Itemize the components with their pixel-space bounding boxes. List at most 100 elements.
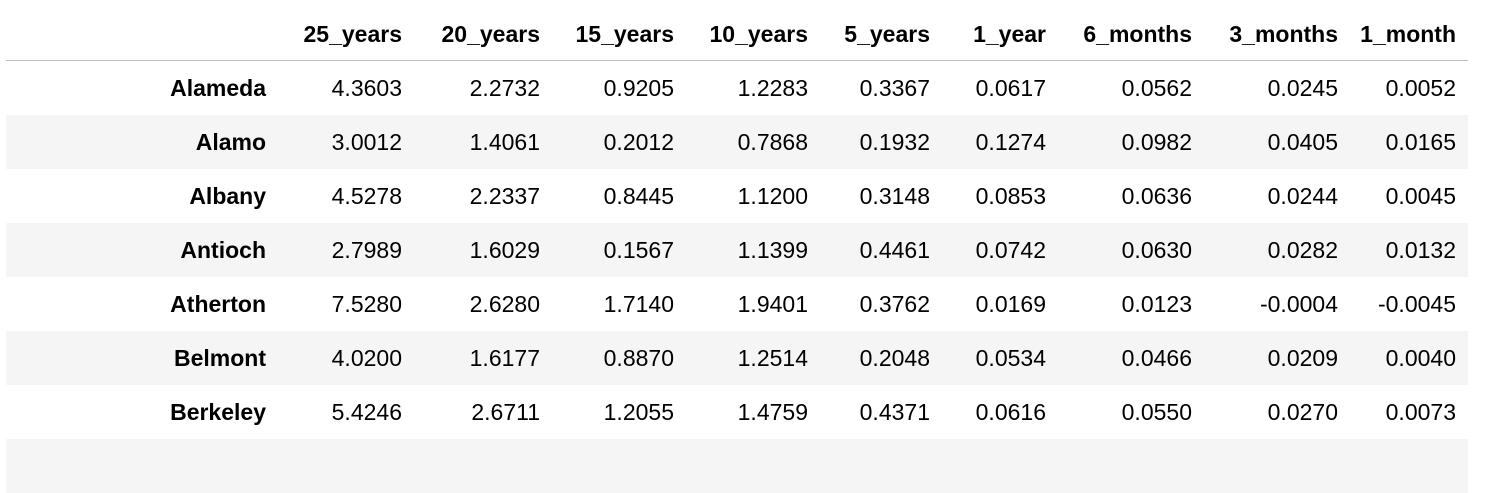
table-cell: 7.5280 [266,277,402,331]
table-cell: 0.7868 [674,115,808,169]
table-cell: 0.1567 [540,223,674,277]
column-header: 10_years [674,8,808,61]
dataframe-table: 25_years 20_years 15_years 10_years 5_ye… [6,8,1468,493]
table-cell: 0.0534 [930,331,1046,385]
row-label: Belmont [6,331,266,385]
table-cell: 4.5278 [266,169,402,223]
table-cell-empty [930,439,1046,493]
table-cell: 5.4246 [266,385,402,439]
table-body: Alameda 4.3603 2.2732 0.9205 1.2283 0.33… [6,61,1468,493]
table-row: Alamo 3.0012 1.4061 0.2012 0.7868 0.1932… [6,115,1468,169]
table-cell: 0.4371 [808,385,930,439]
table-cell: -0.0004 [1192,277,1338,331]
table-cell: 1.6177 [402,331,540,385]
table-cell: 0.0405 [1192,115,1338,169]
table-cell: 0.9205 [540,61,674,116]
table-cell: 1.4759 [674,385,808,439]
table-cell: 0.0550 [1046,385,1192,439]
table-cell: 0.4461 [808,223,930,277]
table-cell: 1.6029 [402,223,540,277]
table-cell: 0.3762 [808,277,930,331]
table-cell: 1.4061 [402,115,540,169]
table-cell: 0.0045 [1338,169,1468,223]
table-cell: 0.0169 [930,277,1046,331]
table-cell: 0.0052 [1338,61,1468,116]
table-cell: 0.0209 [1192,331,1338,385]
table-row: Antioch 2.7989 1.6029 0.1567 1.1399 0.44… [6,223,1468,277]
row-label: Alameda [6,61,266,116]
row-label: Alamo [6,115,266,169]
table-cell: 2.7989 [266,223,402,277]
table-cell-empty [266,439,402,493]
column-header: 3_months [1192,8,1338,61]
row-label-empty [6,439,266,493]
table-cell: 2.6711 [402,385,540,439]
table-cell: 0.0853 [930,169,1046,223]
column-header: 1_month [1338,8,1468,61]
table-cell: 0.0244 [1192,169,1338,223]
dataframe-output: 25_years 20_years 15_years 10_years 5_ye… [0,0,1512,448]
table-cell: 0.0270 [1192,385,1338,439]
table-cell: 1.1200 [674,169,808,223]
column-header: 5_years [808,8,930,61]
table-cell: 0.3367 [808,61,930,116]
table-cell: 0.1274 [930,115,1046,169]
index-header [6,8,266,61]
table-cell: 4.3603 [266,61,402,116]
table-row: Belmont 4.0200 1.6177 0.8870 1.2514 0.20… [6,331,1468,385]
table-cell-empty [1192,439,1338,493]
column-header: 20_years [402,8,540,61]
table-cell: 1.9401 [674,277,808,331]
column-header: 1_year [930,8,1046,61]
table-cell: 1.2514 [674,331,808,385]
table-cell: 0.2012 [540,115,674,169]
table-cell: 1.7140 [540,277,674,331]
table-cell-empty [674,439,808,493]
table-cell-empty [1338,439,1468,493]
table-cell: 0.0616 [930,385,1046,439]
table-cell-empty [402,439,540,493]
table-cell: 0.0742 [930,223,1046,277]
table-cell-empty [808,439,930,493]
table-cell: 0.0165 [1338,115,1468,169]
table-cell-empty [1046,439,1192,493]
table-cell: 0.8870 [540,331,674,385]
table-cell: 1.1399 [674,223,808,277]
table-cell: 2.6280 [402,277,540,331]
row-label: Atherton [6,277,266,331]
row-label: Antioch [6,223,266,277]
table-cell: 0.0132 [1338,223,1468,277]
row-label: Berkeley [6,385,266,439]
table-cell: 0.0562 [1046,61,1192,116]
table-cell: 0.0073 [1338,385,1468,439]
table-row-partial [6,439,1468,493]
table-cell: 2.2732 [402,61,540,116]
table-cell: 3.0012 [266,115,402,169]
table-cell: 0.0636 [1046,169,1192,223]
table-row: Alameda 4.3603 2.2732 0.9205 1.2283 0.33… [6,61,1468,116]
column-header: 6_months [1046,8,1192,61]
table-cell: 1.2283 [674,61,808,116]
table-cell: -0.0045 [1338,277,1468,331]
table-cell: 0.0466 [1046,331,1192,385]
table-cell: 0.0123 [1046,277,1192,331]
table-cell: 0.2048 [808,331,930,385]
table-cell: 0.0617 [930,61,1046,116]
column-header: 25_years [266,8,402,61]
table-cell: 0.0982 [1046,115,1192,169]
row-label: Albany [6,169,266,223]
table-cell: 0.0245 [1192,61,1338,116]
header-row: 25_years 20_years 15_years 10_years 5_ye… [6,8,1468,61]
table-row: Berkeley 5.4246 2.6711 1.2055 1.4759 0.4… [6,385,1468,439]
table-cell: 4.0200 [266,331,402,385]
table-cell: 0.0040 [1338,331,1468,385]
table-cell: 0.1932 [808,115,930,169]
table-row: Albany 4.5278 2.2337 0.8445 1.1200 0.314… [6,169,1468,223]
table-header: 25_years 20_years 15_years 10_years 5_ye… [6,8,1468,61]
table-cell: 1.2055 [540,385,674,439]
table-cell: 0.3148 [808,169,930,223]
table-cell-empty [540,439,674,493]
table-cell: 0.8445 [540,169,674,223]
table-row: Atherton 7.5280 2.6280 1.7140 1.9401 0.3… [6,277,1468,331]
table-cell: 2.2337 [402,169,540,223]
